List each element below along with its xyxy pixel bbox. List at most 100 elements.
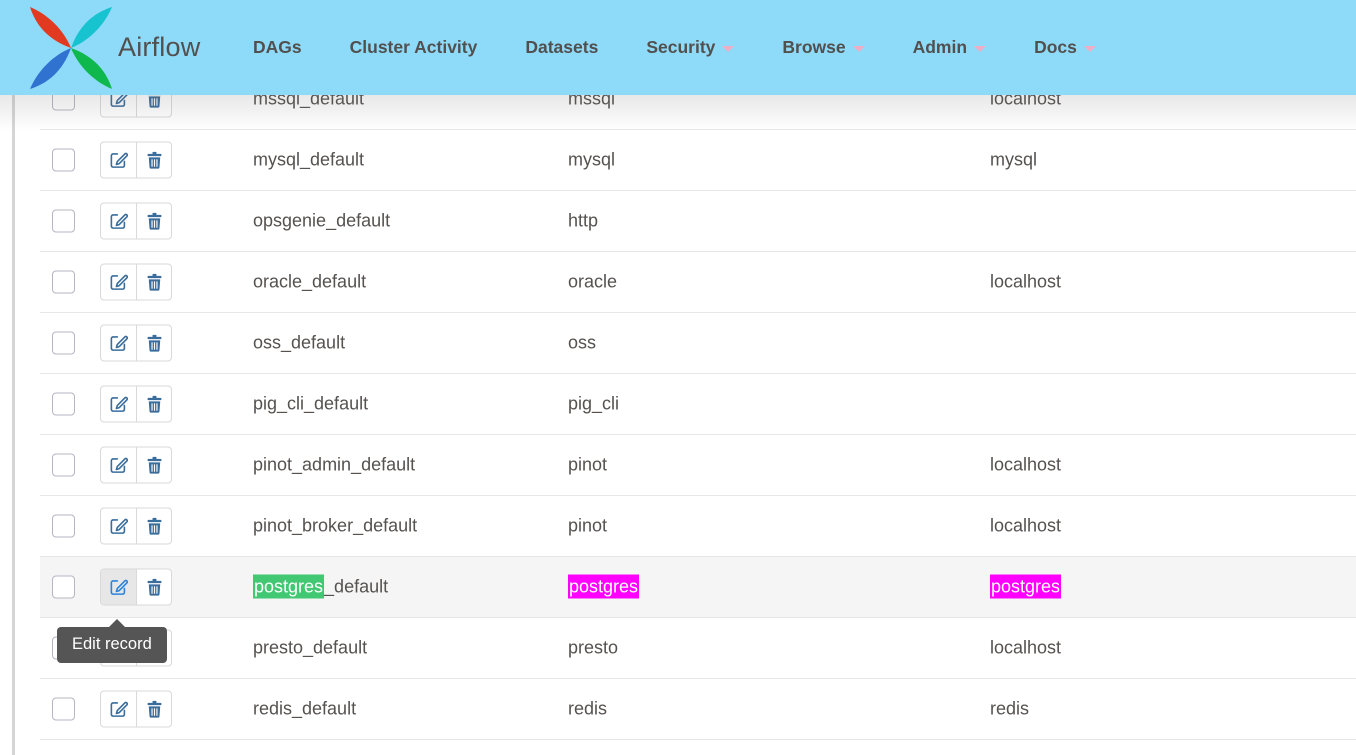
table-row: postgres_default postgres postgres (40, 557, 1356, 618)
table-row: pinot_admin_default pinot localhost (40, 435, 1356, 496)
row-actions (100, 568, 172, 606)
nav-item-label: Security (646, 37, 716, 57)
airflow-brand-link[interactable]: Airflow (30, 5, 200, 90)
nav-item-datasets[interactable]: Datasets (501, 37, 622, 58)
cell-text: localhost (990, 515, 1062, 536)
cell-text: http (568, 210, 599, 231)
chevron-down-icon (1083, 46, 1096, 52)
nav-item-dags[interactable]: DAGs (229, 37, 326, 58)
nav-item-label: Datasets (525, 37, 599, 57)
cell-text: oss (568, 332, 597, 353)
row-checkbox[interactable] (52, 514, 75, 538)
delete-record-button[interactable] (136, 691, 171, 727)
cell-text: redis_default (253, 698, 357, 719)
host-cell: mysql (990, 150, 1037, 171)
edit-record-button[interactable] (101, 387, 136, 422)
cell-text: mysql_default (253, 149, 365, 170)
row-actions (100, 141, 172, 179)
conn-type-cell: presto (568, 638, 618, 659)
edit-record-button[interactable] (101, 143, 136, 178)
row-checkbox[interactable] (52, 453, 75, 477)
table-row: pinot_broker_default pinot localhost (40, 496, 1356, 557)
cell-text: mysql (990, 149, 1038, 170)
row-checkbox[interactable] (52, 209, 75, 233)
row-actions (100, 202, 172, 240)
row-checkbox[interactable] (52, 392, 75, 416)
edit-record-button[interactable] (101, 692, 136, 727)
conn-id-cell: oracle_default (253, 272, 366, 293)
delete-record-button[interactable] (136, 203, 171, 239)
search-highlight: postgres (253, 574, 325, 599)
edit-record-tooltip: Edit record (57, 619, 167, 663)
nav-item-browse[interactable]: Browse (758, 37, 888, 58)
conn-id-cell: redis_default (253, 699, 356, 720)
airflow-pinwheel-logo (30, 6, 112, 89)
edit-record-button[interactable] (101, 569, 136, 605)
row-checkbox[interactable] (52, 697, 75, 721)
table-row: mysql_default mysql mysql (40, 130, 1356, 191)
top-navbar: Airflow DAGs Cluster Activity Datasets Secu… (0, 0, 1356, 95)
cell-text: pig_cli (568, 393, 620, 414)
nav-item-cluster-activity[interactable]: Cluster Activity (326, 37, 502, 58)
edit-record-button[interactable] (101, 448, 136, 483)
delete-record-button[interactable] (136, 447, 171, 483)
edit-icon (110, 701, 128, 717)
row-checkbox[interactable] (52, 331, 75, 355)
nav-item-admin[interactable]: Admin (889, 37, 1010, 58)
conn-type-cell: pinot (568, 455, 607, 476)
connections-table: mssql_default mssql localhost mysql_default… (40, 69, 1356, 754)
conn-id-cell: pinot_broker_default (253, 516, 417, 537)
trash-icon (147, 700, 161, 718)
edit-record-button[interactable] (101, 265, 136, 300)
row-actions (100, 690, 172, 728)
edit-icon (110, 396, 128, 412)
cell-text: pinot (568, 454, 608, 475)
table-row (40, 740, 1356, 754)
nav-item-label: Browse (782, 37, 846, 57)
edit-icon (110, 213, 128, 229)
row-checkbox[interactable] (52, 148, 75, 172)
cell-text: localhost (990, 637, 1062, 658)
conn-id-cell: opsgenie_default (253, 211, 390, 232)
table-row: oss_default oss (40, 313, 1356, 374)
edit-record-button[interactable] (101, 326, 136, 361)
row-actions (100, 324, 172, 362)
cell-text: presto_default (253, 637, 368, 658)
cell-text: mysql (568, 149, 616, 170)
conn-type-cell: pinot (568, 516, 607, 537)
delete-record-button[interactable] (136, 569, 171, 605)
delete-record-button[interactable] (136, 264, 171, 300)
row-checkbox[interactable] (52, 575, 75, 599)
nav-menu: DAGs Cluster Activity Datasets Security Brow… (229, 0, 1120, 95)
cell-text: oracle_default (253, 271, 367, 292)
cell-text: localhost (990, 454, 1062, 475)
nav-item-docs[interactable]: Docs (1010, 37, 1120, 58)
edit-record-button[interactable] (101, 509, 136, 544)
trash-icon (147, 517, 161, 535)
chevron-down-icon (974, 46, 987, 52)
cell-text: presto (568, 637, 619, 658)
trash-icon (147, 578, 161, 596)
host-cell: localhost (990, 516, 1061, 537)
trash-icon (147, 456, 161, 474)
delete-record-button[interactable] (136, 142, 171, 178)
cell-text: pinot_broker_default (253, 515, 418, 536)
host-cell: localhost (990, 455, 1061, 476)
nav-item-security[interactable]: Security (622, 37, 758, 58)
trash-icon (147, 334, 161, 352)
host-cell: localhost (990, 638, 1061, 659)
chevron-down-icon (852, 46, 865, 52)
edit-icon (110, 457, 128, 473)
row-checkbox[interactable] (52, 270, 75, 294)
cell-text: oss_default (253, 332, 346, 353)
edit-icon (110, 335, 128, 351)
edit-record-button[interactable] (101, 204, 136, 239)
delete-record-button[interactable] (136, 508, 171, 544)
conn-type-cell: postgres (568, 574, 640, 599)
cell-text: redis (568, 698, 608, 719)
row-actions (100, 263, 172, 301)
table-row: oracle_default oracle localhost (40, 252, 1356, 313)
delete-record-button[interactable] (136, 325, 171, 361)
nav-item-label: Admin (912, 37, 968, 57)
delete-record-button[interactable] (136, 386, 171, 422)
